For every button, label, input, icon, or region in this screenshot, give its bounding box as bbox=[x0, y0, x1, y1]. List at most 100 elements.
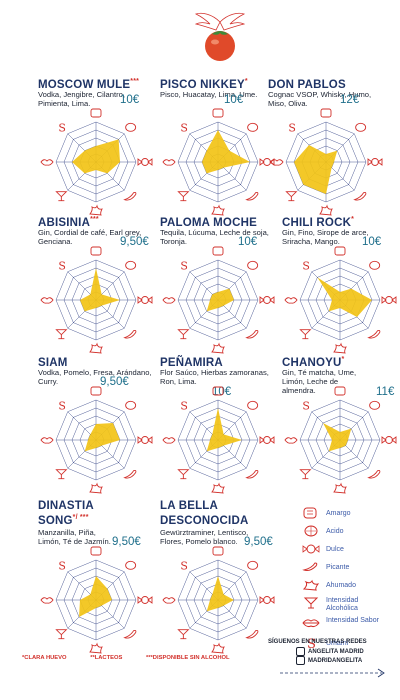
note-non-alcoholic: ***DISPONIBLE SIN ALCOHOL bbox=[146, 655, 230, 661]
chili-icon bbox=[367, 329, 381, 339]
bitter-icon bbox=[90, 546, 102, 556]
legend-item: Acido bbox=[300, 524, 390, 542]
arrow-right-icon bbox=[280, 668, 385, 678]
legend-label: Dulce bbox=[326, 546, 344, 553]
cocktail-marks: *** bbox=[90, 216, 99, 223]
bitter-icon bbox=[212, 546, 224, 556]
candy-icon bbox=[137, 296, 153, 304]
cocktail-price: 9,50€ bbox=[100, 376, 129, 388]
cocktail-card: DINASTIA SONG*/ *** Manzanilla, Piña, Li… bbox=[38, 500, 156, 654]
lemon-icon bbox=[369, 400, 381, 410]
cocktail-ingredients: Flor Saúco, Hierbas zamoranas, Ron, Lima… bbox=[160, 368, 269, 387]
bitter-icon bbox=[212, 386, 224, 396]
lemon-icon bbox=[355, 122, 367, 132]
lemon-icon bbox=[247, 122, 259, 132]
legend-item: Dulce bbox=[300, 542, 390, 560]
radar-value-area bbox=[84, 423, 120, 452]
flavor-radar: S bbox=[162, 546, 275, 654]
flavor-radar: S bbox=[162, 386, 275, 494]
bitter-icon bbox=[320, 108, 332, 118]
cocktail-name: MOSCOW MULE*** bbox=[38, 78, 140, 91]
umami-s-icon: S bbox=[58, 399, 66, 412]
smoke-icon bbox=[211, 204, 225, 216]
candy-icon bbox=[259, 436, 275, 444]
legend-item: Intensidad Sabor bbox=[300, 616, 390, 636]
flavor-radar: S bbox=[270, 108, 383, 216]
smoke-icon bbox=[211, 642, 225, 654]
umami-s-icon: S bbox=[180, 121, 188, 134]
cocktail-marks: * bbox=[244, 78, 248, 85]
lemon-icon bbox=[125, 400, 137, 410]
lemon-icon bbox=[125, 560, 137, 570]
cocktail-marks: * bbox=[351, 216, 355, 223]
flavor-radar: S bbox=[162, 246, 275, 354]
cocktail-price: 10€ bbox=[362, 236, 382, 248]
lemon-icon bbox=[304, 525, 318, 537]
bitter-icon bbox=[90, 386, 102, 396]
umami-s-icon: S bbox=[58, 559, 66, 572]
radar-value-area bbox=[206, 288, 234, 312]
footer-notes: *CLARA HUEVO **LACTEOS ***DISPONIBLE SIN… bbox=[22, 655, 252, 661]
candy-icon bbox=[302, 544, 320, 554]
lips-icon bbox=[284, 297, 298, 304]
umami-s-icon: S bbox=[302, 259, 310, 272]
cocktail-card: SIAM Vodka, Pomelo, Fresa, Arándano, Cur… bbox=[38, 354, 156, 494]
radar-value-area bbox=[72, 139, 120, 174]
candy-icon bbox=[381, 296, 397, 304]
svg-text:S: S bbox=[180, 559, 188, 572]
cocktail-glass-icon bbox=[299, 329, 312, 340]
candy-icon bbox=[137, 436, 153, 444]
flavor-radar: S bbox=[162, 108, 275, 216]
cocktail-ingredients: Pisco, Huacatay, Lima, Ume. bbox=[160, 90, 258, 99]
lips-icon bbox=[162, 297, 176, 304]
cocktail-name: CHILI ROCK* bbox=[282, 216, 355, 229]
cocktail-card: MOSCOW MULE*** Vodka, Jengibre, Cilantro… bbox=[38, 76, 156, 216]
bitter-icon bbox=[90, 246, 102, 256]
chili-icon bbox=[245, 629, 259, 639]
lips-icon bbox=[40, 437, 54, 444]
legend-item: S Umami bbox=[300, 636, 390, 654]
legend-label: Intensidad Alcohólica bbox=[326, 597, 359, 612]
bitter-icon bbox=[334, 386, 346, 396]
svg-text:S: S bbox=[302, 259, 310, 272]
lips-icon bbox=[270, 159, 284, 166]
lemon-icon bbox=[125, 122, 137, 132]
lips-icon bbox=[302, 619, 320, 628]
svg-text:S: S bbox=[58, 399, 66, 412]
radar-value-area bbox=[202, 130, 250, 174]
chili-icon bbox=[245, 191, 259, 201]
bitter-icon bbox=[212, 108, 224, 118]
note-egg-white: *CLARA HUEVO bbox=[22, 655, 67, 661]
cocktail-ingredients: Gin, Té matcha, Ume, Limón, Leche de alm… bbox=[282, 368, 357, 396]
note-dairy: **LACTEOS bbox=[90, 655, 123, 661]
cocktail-marks: *** bbox=[130, 78, 140, 85]
smoke-icon bbox=[89, 482, 103, 494]
instagram-account[interactable]: ANGELITA MADRID bbox=[308, 649, 364, 656]
cocktail-name: PISCO NIKKEY* bbox=[160, 78, 248, 91]
cocktail-glass-icon bbox=[177, 469, 190, 480]
cocktail-ingredients: Gin, Cordial de café, Earl grey, Gencian… bbox=[38, 228, 142, 247]
cocktail-glass-icon bbox=[55, 191, 68, 202]
lemon-icon bbox=[369, 260, 381, 270]
chili-icon bbox=[123, 191, 137, 201]
smoke-icon bbox=[89, 204, 103, 216]
lips-icon bbox=[40, 159, 54, 166]
instagram-icon bbox=[296, 656, 305, 665]
flavor-radar: S bbox=[40, 246, 153, 354]
candy-icon bbox=[381, 436, 397, 444]
instagram-handle[interactable]: MADRIDANGELITA bbox=[308, 658, 363, 665]
lips-icon bbox=[162, 159, 176, 166]
chili-icon bbox=[123, 469, 137, 479]
cocktail-card: PISCO NIKKEY* Pisco, Huacatay, Lima, Ume… bbox=[160, 76, 278, 216]
cocktail-ingredients: Gewürztraminer, Lentisco, Flores, Pomelo… bbox=[160, 528, 249, 547]
cocktail-price: 11€ bbox=[376, 386, 395, 398]
tomato-wings-logo bbox=[194, 12, 246, 61]
flavor-radar: S bbox=[284, 386, 397, 494]
cocktail-name: CHANOYU* bbox=[282, 356, 345, 369]
chili-icon bbox=[302, 562, 318, 571]
cocktail-ingredients: Manzanilla, Piña, Limón, Té de Jazmín. bbox=[38, 528, 111, 547]
legend-label: Acido bbox=[326, 528, 344, 535]
umami-s-icon: S bbox=[180, 259, 188, 272]
cocktail-glass-icon bbox=[285, 191, 298, 202]
radar-value-area bbox=[323, 423, 352, 452]
